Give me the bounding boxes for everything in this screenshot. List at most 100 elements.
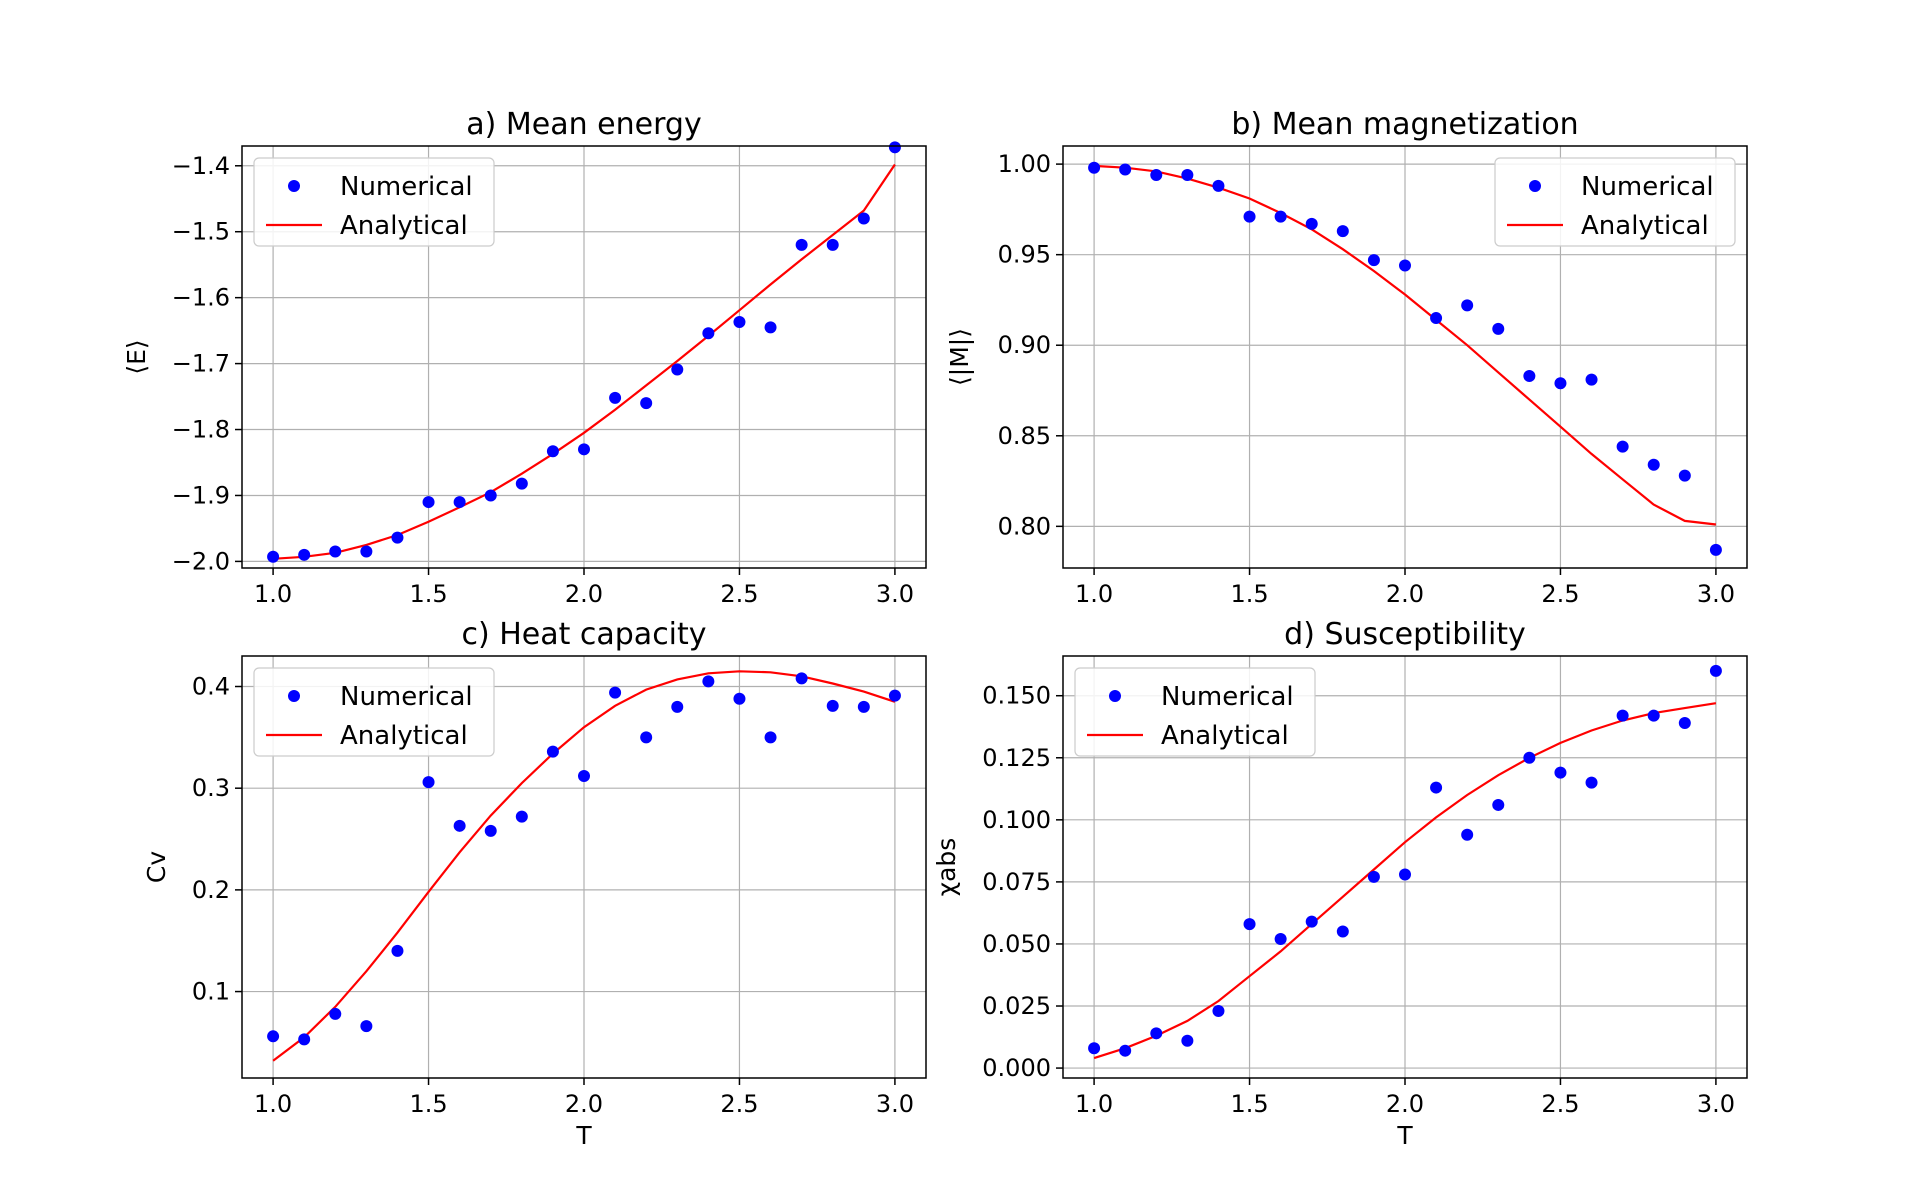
numerical-point xyxy=(1399,868,1411,881)
numerical-point xyxy=(1461,828,1474,841)
numerical-point xyxy=(1709,664,1722,677)
numerical-point xyxy=(267,550,280,563)
numerical-point xyxy=(267,1030,280,1043)
legend-marker-numerical xyxy=(288,180,300,192)
x-tick-label: 2.0 xyxy=(1386,580,1424,608)
y-tick-label: −1.7 xyxy=(172,350,230,378)
numerical-point xyxy=(1150,1027,1163,1040)
numerical-point xyxy=(1554,377,1567,390)
y-tick-label: 0.125 xyxy=(982,744,1051,772)
numerical-point xyxy=(1461,299,1474,312)
numerical-point xyxy=(515,477,528,490)
subplot-title: d) Susceptibility xyxy=(1284,617,1526,652)
numerical-point xyxy=(578,443,590,456)
numerical-point xyxy=(1336,225,1349,238)
subplot-1: 1.0 1.5 2.0 2.5 3.0 −2.0 −1.9 −1.8 −1.7 −1.6 −1.5 −… xyxy=(122,107,927,608)
numerical-point xyxy=(1709,543,1722,556)
numerical-point xyxy=(1399,259,1411,272)
legend-marker-numerical xyxy=(1529,180,1541,192)
numerical-point xyxy=(1212,1004,1225,1017)
y-axis-label: ⟨|M|⟩ xyxy=(945,328,974,386)
numerical-point xyxy=(1585,776,1598,789)
x-tick-label: 2.0 xyxy=(1386,1090,1424,1118)
numerical-point xyxy=(1119,163,1132,176)
numerical-point xyxy=(1119,1044,1132,1057)
legend: Numerical Analytical xyxy=(253,157,495,247)
numerical-point xyxy=(1305,915,1318,928)
numerical-point xyxy=(1336,925,1349,938)
numerical-point xyxy=(1678,469,1691,482)
numerical-point xyxy=(795,672,808,685)
numerical-point xyxy=(1274,210,1287,223)
legend-label-analytical: Analytical xyxy=(1161,721,1289,751)
y-tick-label: 0.80 xyxy=(998,512,1051,540)
numerical-point xyxy=(1088,161,1101,174)
x-tick-label: 2.5 xyxy=(1541,1090,1579,1118)
y-tick-label: 0.150 xyxy=(982,682,1051,710)
numerical-point xyxy=(702,327,715,340)
x-tick-label: 2.5 xyxy=(1541,580,1579,608)
x-tick-label: 1.0 xyxy=(254,1090,292,1118)
legend: Numerical Analytical xyxy=(1074,667,1316,757)
numerical-point xyxy=(1150,168,1163,181)
numerical-point xyxy=(1181,1034,1194,1047)
y-tick-label: 1.00 xyxy=(998,150,1051,178)
y-axis-label: ⟨E⟩ xyxy=(122,339,151,374)
numerical-point xyxy=(826,699,839,712)
numerical-point xyxy=(298,548,311,561)
numerical-point xyxy=(888,689,901,702)
numerical-point xyxy=(546,745,559,758)
numerical-point xyxy=(795,238,808,251)
x-tick-label: 2.0 xyxy=(565,1090,603,1118)
x-tick-label: 2.5 xyxy=(720,1090,758,1118)
x-tick-label: 3.0 xyxy=(1697,580,1735,608)
numerical-point xyxy=(826,238,839,251)
numerical-point xyxy=(578,769,590,782)
subplot-title: b) Mean magnetization xyxy=(1231,107,1578,142)
y-tick-label: −1.5 xyxy=(172,218,230,246)
legend-label-numerical: Numerical xyxy=(340,172,473,202)
numerical-point xyxy=(609,391,622,404)
numerical-point xyxy=(484,824,497,837)
numerical-point xyxy=(360,545,373,558)
x-tick-label: 1.5 xyxy=(409,1090,447,1118)
x-tick-label: 1.0 xyxy=(1075,580,1113,608)
y-tick-label: 0.4 xyxy=(192,673,230,701)
x-axis-label: T xyxy=(575,1121,592,1150)
numerical-point xyxy=(453,496,466,509)
numerical-point xyxy=(1181,168,1194,181)
numerical-point xyxy=(857,700,870,713)
numerical-point xyxy=(764,321,777,334)
x-tick-label: 1.0 xyxy=(254,580,292,608)
y-tick-label: 0.100 xyxy=(982,806,1051,834)
numerical-point xyxy=(671,700,684,713)
subplot-3: 1.0 1.5 2.0 2.5 3.0 0.1 0.2 0.3 0.4 c) Heat capac… xyxy=(142,617,927,1150)
numerical-point xyxy=(888,141,901,154)
legend-marker-numerical xyxy=(1109,690,1121,702)
legend: Numerical Analytical xyxy=(1494,157,1736,247)
analytical-line xyxy=(272,670,896,1062)
numerical-point xyxy=(733,316,746,329)
numerical-point xyxy=(422,776,435,789)
y-tick-label: −2.0 xyxy=(172,547,230,575)
numerical-point xyxy=(764,731,777,744)
subplot-title: c) Heat capacity xyxy=(461,617,706,652)
numerical-point xyxy=(360,1020,373,1033)
y-tick-label: 0.3 xyxy=(192,774,230,802)
numerical-point xyxy=(546,445,559,458)
legend-label-analytical: Analytical xyxy=(340,211,468,241)
y-tick-label: −1.9 xyxy=(172,481,230,509)
numerical-point xyxy=(1367,254,1380,267)
numerical-point xyxy=(391,944,404,957)
y-tick-label: 0.95 xyxy=(998,241,1051,269)
numerical-point xyxy=(671,363,684,376)
numerical-point xyxy=(1212,179,1225,192)
subplot-title: a) Mean energy xyxy=(466,107,701,142)
y-tick-label: −1.4 xyxy=(172,152,230,180)
numerical-point xyxy=(640,731,653,744)
numerical-point xyxy=(1430,781,1443,794)
y-tick-label: −1.8 xyxy=(172,416,230,444)
x-tick-label: 1.5 xyxy=(1230,1090,1268,1118)
subplot-2: 1.0 1.5 2.0 2.5 3.0 0.80 0.85 0.90 0.95 1.00 b) Me… xyxy=(945,107,1748,608)
y-tick-label: 0.025 xyxy=(982,992,1051,1020)
